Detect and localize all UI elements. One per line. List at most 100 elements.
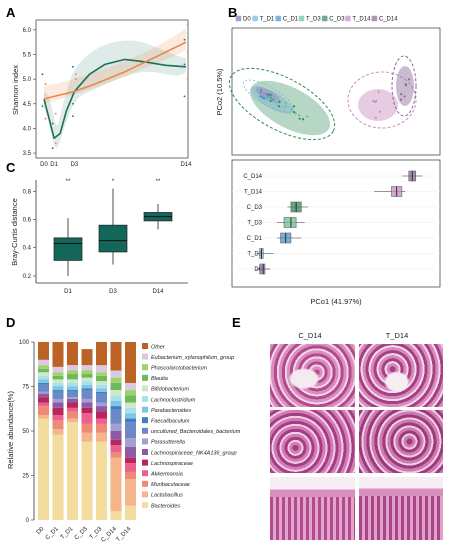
shannon-point — [183, 63, 186, 66]
bar-segment — [67, 418, 78, 423]
histology-col1-label: C_D14 — [298, 331, 321, 340]
bar-segment — [81, 441, 93, 520]
bar-segment — [67, 390, 78, 392]
bar-segment — [125, 395, 136, 403]
d-xtick-label: C_D1 — [45, 526, 61, 542]
shannon-point — [183, 38, 186, 41]
legend-label: Parasutterella — [151, 440, 185, 446]
bar-segment — [38, 384, 49, 392]
legend-label: Lactobacillus — [151, 493, 183, 499]
c-ytick-label: 0.6 — [23, 218, 32, 224]
histology-t-d14-top — [359, 344, 443, 407]
bar-segment — [110, 406, 122, 410]
panel-d-ylabel: Relative abundance(%) — [6, 391, 15, 469]
bar-segment — [52, 342, 64, 367]
ellipse-c-d14 — [396, 66, 414, 106]
bar-segment — [52, 390, 64, 392]
bar-segment — [38, 379, 49, 383]
shannon-point — [183, 95, 186, 98]
shannon-point — [72, 65, 74, 68]
shannon-point — [44, 83, 47, 85]
bar-segment — [67, 411, 78, 419]
a-xtick-label: D1 — [50, 162, 58, 168]
histology-c-d14-bottom — [270, 477, 355, 540]
pco1-category-label: C_D1 — [247, 236, 263, 242]
a-ytick-label: 6.0 — [23, 28, 32, 34]
legend-swatch — [142, 385, 148, 392]
bar-segment — [52, 420, 64, 430]
bar-segment — [125, 471, 136, 480]
bar-segment — [110, 423, 122, 431]
legend-label: Akkermansia — [150, 472, 183, 478]
bar-segment — [81, 413, 93, 424]
a-xtick-label: D14 — [180, 162, 192, 168]
pcoa-point-c_d1 — [272, 98, 275, 101]
legend-label: Parabacteroides — [151, 408, 191, 414]
bray-box-d1 — [53, 237, 83, 261]
ellipse-t-d14 — [358, 89, 398, 121]
pcoa-point-t_d14 — [371, 99, 375, 103]
pcoa-point-c_d1 — [261, 95, 264, 98]
shannon-point — [72, 115, 74, 118]
bar-segment — [81, 402, 93, 408]
shannon-y-ticks: 3.5 4.0 4.5 5.0 5.5 6.0 — [23, 28, 36, 157]
bar-segment — [52, 402, 64, 408]
panel-c: 0.2 0.4 0.6 0.8 ** D1 * D3 ** D14 Bray-Curtis di… — [10, 179, 188, 295]
legend-label: Eubacterium_xylanophilum_group — [151, 355, 234, 361]
bar-segment — [38, 382, 49, 385]
legend-swatch — [142, 502, 148, 508]
pcoa-point-t_d1 — [256, 88, 260, 91]
shannon-point — [75, 78, 77, 81]
shannon-point — [186, 78, 189, 81]
c-ytick-label: 0.2 — [23, 274, 32, 280]
legend-swatch — [142, 343, 148, 349]
bar-segment — [96, 391, 107, 394]
shannon-point — [51, 147, 54, 150]
shannon-point — [54, 112, 57, 115]
bar-segment — [52, 429, 64, 435]
a-xtick-label: D3 — [71, 162, 79, 168]
panel-label-e: E — [232, 315, 241, 330]
pcoa-point-t_d3 — [284, 105, 287, 108]
bray-significance: * — [112, 179, 115, 185]
legend-swatch-c_d14 — [371, 15, 378, 22]
panel-b-bottom: C_D14 T_D14 C_D3 T_D3 C_D1 T_D1 D0 PCo1 (41.97… — [231, 159, 441, 306]
bar-segment — [52, 375, 64, 380]
legend-label: Bacteroides — [151, 503, 180, 509]
pcoa-points — [255, 78, 411, 121]
panel-a-frame — [35, 19, 189, 159]
bar-segment — [96, 372, 107, 376]
a-xtick-label: D0 — [40, 162, 48, 168]
shannon-points — [41, 24, 189, 150]
pcoa-point-c_d3 — [292, 105, 296, 108]
bar-segment — [125, 463, 136, 472]
bar-segment — [38, 342, 49, 360]
bar-segment — [38, 368, 49, 373]
a-ytick-label: 5.5 — [23, 53, 32, 59]
bar-segment — [81, 381, 93, 385]
pcoa-point-t_d3 — [297, 114, 301, 117]
pcoa-point-d0 — [259, 91, 262, 94]
bar-segment — [52, 434, 64, 520]
bar-segment — [81, 365, 93, 371]
legend-swatch-d0 — [235, 15, 242, 22]
legend-swatch-t_d1 — [252, 15, 258, 22]
bar-segment — [81, 377, 93, 382]
bar-segment — [38, 359, 49, 366]
bar-segment — [67, 386, 78, 391]
bar-segment — [125, 402, 136, 408]
legend-label-t_d3: T_D3 — [306, 17, 321, 23]
panel-c-ylabel: Bray-Curtis distance — [10, 198, 19, 266]
bar-segment — [52, 379, 64, 383]
histology-t-d14-bottom — [359, 477, 443, 540]
a-ytick-label: 3.5 — [23, 151, 32, 157]
legend-swatch-c_d1 — [275, 15, 282, 22]
legend-swatch — [142, 417, 148, 424]
pcoa-point-d0 — [266, 92, 270, 96]
bar-segment — [81, 432, 93, 442]
bar-segment — [81, 370, 93, 375]
bar-segment — [52, 386, 64, 391]
bar-segment — [81, 423, 93, 433]
shannon-line-shannon_T — [43, 41, 187, 100]
bar-segment — [125, 382, 136, 391]
